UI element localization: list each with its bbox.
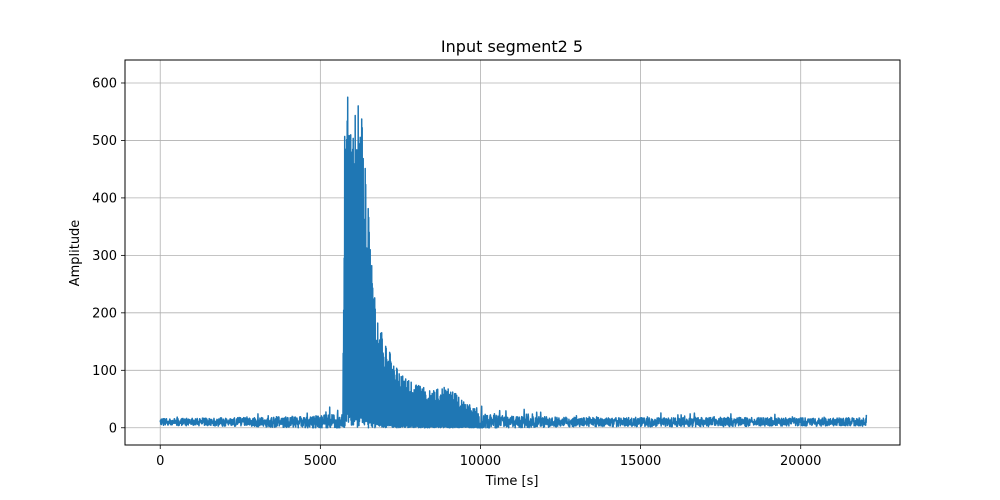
y-tick-label: 300	[92, 249, 117, 264]
x-tick-label: 15000	[620, 454, 661, 469]
signal-series-line	[159, 96, 868, 429]
plot-area	[159, 96, 868, 429]
y-tick-label: 500	[92, 134, 117, 149]
y-tick-label: 100	[92, 364, 117, 379]
x-tick-label: 10000	[460, 454, 501, 469]
y-tick-label: 200	[92, 306, 117, 321]
x-tick-label: 0	[156, 454, 164, 469]
grid	[125, 60, 900, 445]
x-tick-label: 20000	[780, 454, 821, 469]
y-axis-label: Amplitude	[68, 220, 83, 287]
x-axis-label: Time [s]	[485, 474, 539, 489]
y-axis: 0 100 200 300 400 500 600	[92, 76, 125, 436]
y-tick-label: 0	[109, 421, 117, 436]
y-tick-label: 600	[92, 76, 117, 91]
x-tick-label: 5000	[304, 454, 337, 469]
chart-title: Input segment2 5	[441, 37, 583, 56]
y-tick-label: 400	[92, 191, 117, 206]
x-axis: 0 5000 10000 15000 20000	[156, 445, 821, 469]
axes-frame	[124, 59, 901, 446]
